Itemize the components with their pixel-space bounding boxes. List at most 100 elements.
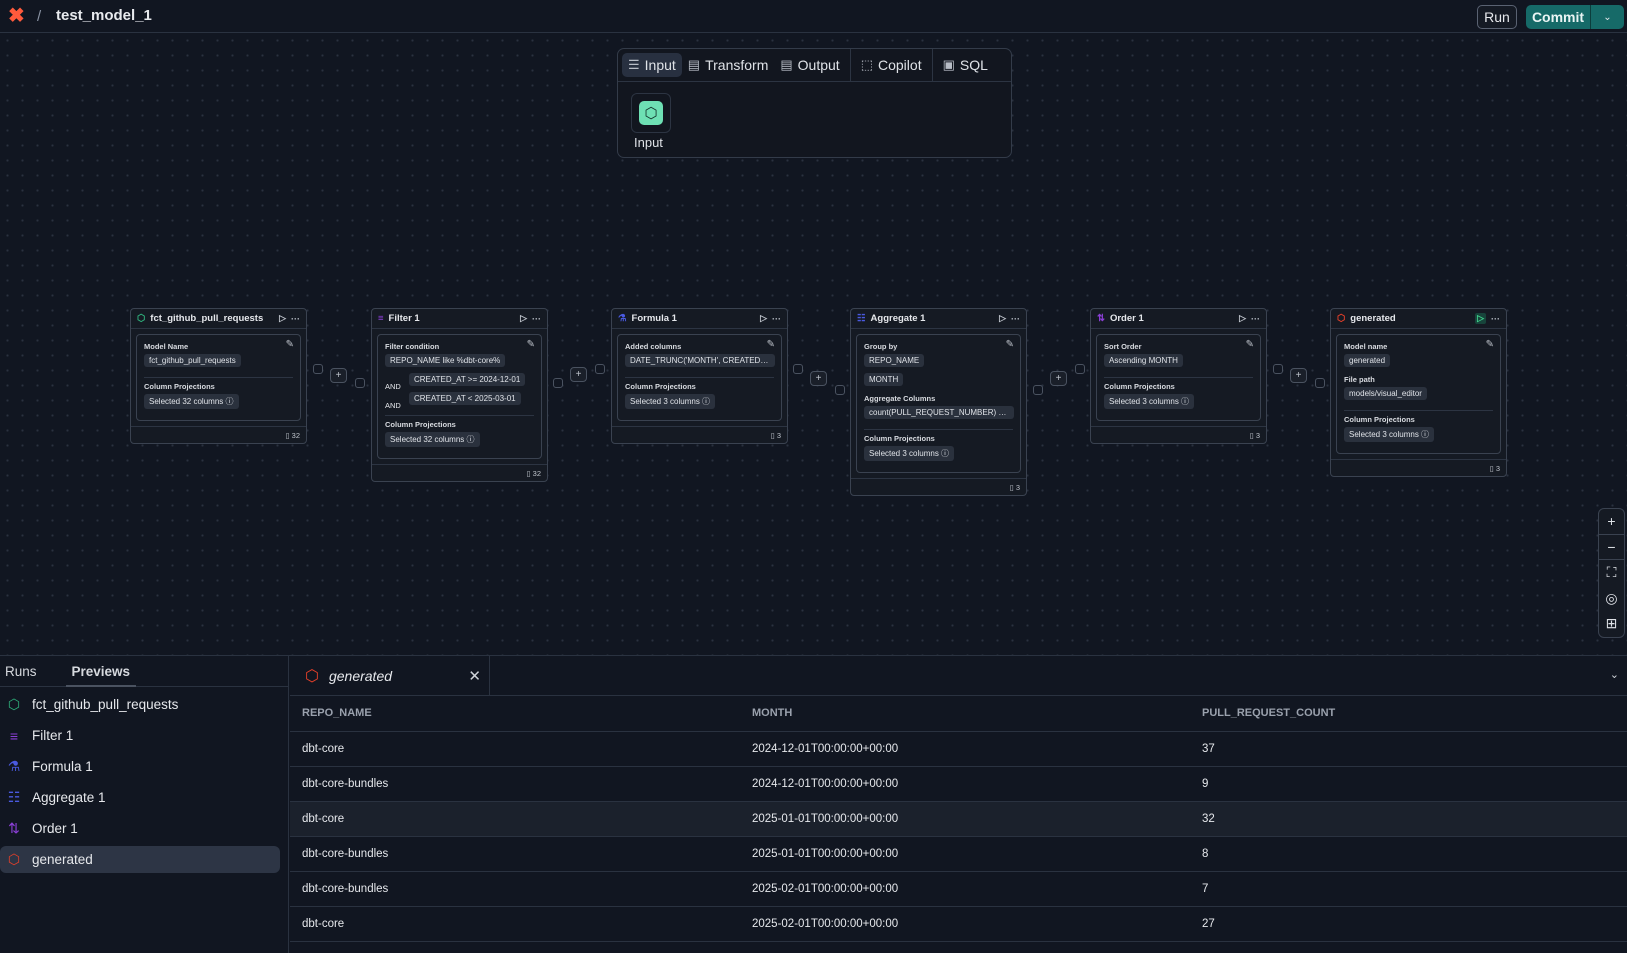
filter-icon: ≡	[9, 727, 19, 744]
table-cell: dbt-core-bundles	[290, 836, 740, 872]
column-projection-chip[interactable]: Selected 3 columns ⓘ	[1344, 427, 1435, 442]
node-title: Order 1	[1109, 313, 1144, 324]
chevron-down-icon[interactable]: ⌄	[1609, 669, 1619, 681]
tab-label: Output	[797, 57, 840, 73]
more-icon[interactable]: ···	[1491, 313, 1500, 324]
table-row[interactable]: dbt-core-bundles 2024-12-01T00:00:00+00:0…	[290, 766, 1627, 802]
node-fct-github-pull-requests[interactable]: ⬡ fct_github_pull_requests ▷ ··· ✎ Model Na…	[130, 308, 307, 444]
input-handle[interactable]	[1315, 378, 1325, 388]
input-handle[interactable]	[1075, 364, 1085, 374]
column-projection-chip[interactable]: Selected 32 columns ⓘ	[385, 432, 480, 447]
dbt-logo-icon[interactable]: ✖	[8, 5, 25, 27]
palette-item-input[interactable]: ⬡	[631, 93, 671, 133]
add-node-button[interactable]: +	[810, 371, 827, 386]
pencil-icon[interactable]: ✎	[766, 339, 775, 350]
play-icon[interactable]: ▷	[999, 313, 1006, 323]
pencil-icon[interactable]: ✎	[1485, 339, 1494, 350]
column-header[interactable]: REPO_NAME	[290, 696, 740, 732]
top-bar: ✖ / test_model_1 Run Commit ⌄	[0, 0, 1627, 33]
output-handle[interactable]	[313, 364, 323, 374]
more-icon[interactable]: ···	[1251, 313, 1260, 324]
preview-tab-generated[interactable]: ⬡ generated ✕	[290, 656, 490, 696]
node-formula-1[interactable]: ⚗ Formula 1 ▷ ··· ✎ Added columns DATE_TRUN…	[611, 308, 788, 444]
input-handle[interactable]	[835, 385, 845, 395]
play-icon[interactable]: ▷	[520, 313, 527, 323]
list-item[interactable]: ☷ Aggregate 1	[0, 784, 280, 811]
node-generated[interactable]: ⬡ generated ▷ ··· ✎ Model name generated Fi…	[1330, 308, 1507, 477]
sort-icon: ⇅	[8, 820, 20, 836]
item-label: generated	[32, 852, 93, 867]
list-item-selected[interactable]: ⬡ generated	[0, 846, 280, 873]
add-node-button[interactable]: +	[570, 367, 587, 382]
output-handle[interactable]	[1033, 385, 1043, 395]
palette-tab-input[interactable]: ☰ Input	[622, 53, 682, 77]
play-icon[interactable]: ▷	[279, 313, 286, 323]
column-header[interactable]: MONTH	[740, 696, 1190, 732]
input-handle[interactable]	[355, 378, 365, 388]
list-item[interactable]: ⇅ Order 1	[0, 815, 280, 842]
pencil-icon[interactable]: ✎	[1005, 339, 1014, 350]
table-row[interactable]: dbt-core-bundles 2025-01-01T00:00:00+00:0…	[290, 836, 1627, 872]
play-icon[interactable]: ▷	[1475, 313, 1486, 324]
list-item[interactable]: ⬡ fct_github_pull_requests	[0, 691, 280, 718]
list-item[interactable]: ≡ Filter 1	[0, 722, 280, 749]
table-cell: 2025-01-01T00:00:00+00:00	[740, 801, 1190, 837]
chevron-down-icon[interactable]: ⌄	[1603, 11, 1612, 23]
output-handle[interactable]	[1273, 364, 1283, 374]
tab-runs[interactable]: Runs	[5, 664, 37, 679]
output-handle[interactable]	[595, 364, 605, 374]
palette-tab-output[interactable]: ▤ Output	[774, 53, 845, 77]
palette-tab-transform[interactable]: ▤ Transform	[682, 53, 775, 77]
add-node-button[interactable]: +	[1050, 371, 1067, 386]
add-node-button[interactable]: +	[1290, 368, 1307, 383]
section-label: Column Projections	[625, 382, 696, 391]
palette-tab-copilot[interactable]: ⬚ Copilot	[855, 53, 928, 77]
tab-label: Transform	[705, 57, 769, 73]
section-label: Model name	[1344, 342, 1388, 351]
column-projection-chip[interactable]: Selected 3 columns ⓘ	[864, 446, 955, 461]
commit-button[interactable]: Commit	[1526, 5, 1591, 29]
more-icon[interactable]: ···	[291, 313, 300, 324]
column-header[interactable]: PULL_REQUEST_COUNT	[1190, 696, 1627, 732]
list-item[interactable]: ⚗ Formula 1	[0, 753, 280, 780]
table-row[interactable]: dbt-core 2025-02-01T00:00:00+00:00 27	[290, 906, 1627, 942]
section-label: Column Projections	[864, 434, 935, 443]
node-filter-1[interactable]: ≡ Filter 1 ▷ ··· ✎ Filter condition REPO_NA…	[371, 308, 548, 482]
zoom-in-icon[interactable]: +	[1599, 509, 1624, 535]
add-node-button[interactable]: +	[330, 368, 347, 383]
pencil-icon[interactable]: ✎	[285, 339, 294, 350]
table-row[interactable]: dbt-core 2024-12-01T00:00:00+00:00 37	[290, 731, 1627, 767]
more-icon[interactable]: ···	[772, 313, 781, 324]
filter-condition-chip: CREATED_AT >= 2024-12-01	[409, 373, 526, 386]
chip: DATE_TRUNC('MONTH', CREATED_AT...	[625, 354, 775, 367]
more-icon[interactable]: ···	[532, 313, 541, 324]
play-icon[interactable]: ▷	[760, 313, 767, 323]
grid-icon[interactable]: ⊞	[1605, 615, 1618, 632]
pencil-icon[interactable]: ✎	[1245, 339, 1254, 350]
column-projection-chip[interactable]: Selected 3 columns ⓘ	[625, 394, 716, 409]
palette-tab-sql[interactable]: ▣ SQL	[937, 53, 994, 77]
filter-condition-chip: REPO_NAME like %dbt-core%	[385, 354, 506, 367]
flask-icon: ⚗	[7, 758, 21, 774]
output-handle[interactable]	[793, 364, 803, 374]
table-row[interactable]: dbt-core-bundles 2025-02-01T00:00:00+00:0…	[290, 871, 1627, 907]
table-cell: 37	[1190, 731, 1627, 767]
close-icon[interactable]: ✕	[468, 668, 481, 685]
center-icon[interactable]: ◎	[1605, 589, 1618, 606]
node-order-1[interactable]: ⇅ Order 1 ▷ ··· ✎ Sort Order Ascending MONT…	[1090, 308, 1267, 444]
column-projection-chip[interactable]: Selected 3 columns ⓘ	[1104, 394, 1195, 409]
tab-previews[interactable]: Previews	[65, 656, 137, 687]
play-icon[interactable]: ▷	[1239, 313, 1246, 323]
pencil-icon[interactable]: ✎	[526, 339, 535, 350]
input-handle[interactable]	[553, 378, 563, 388]
run-button[interactable]: Run	[1477, 5, 1517, 29]
node-palette: ☰ Input ▤ Transform ▤ Output ⬚ Copilot ▣ SQL …	[617, 48, 1012, 158]
zoom-out-icon[interactable]: −	[1599, 535, 1624, 561]
bottom-panel: Runs Previews ⬡ fct_github_pull_requests …	[0, 655, 1627, 953]
fit-view-icon[interactable]: ⛶	[1606, 563, 1617, 580]
column-projection-chip[interactable]: Selected 32 columns ⓘ	[144, 394, 239, 409]
table-row[interactable]: dbt-core 2025-01-01T00:00:00+00:00 32	[290, 801, 1627, 837]
table-cell: 9	[1190, 766, 1627, 802]
node-aggregate-1[interactable]: ☷ Aggregate 1 ▷ ··· ✎ Group by REPO_NAME MO…	[850, 308, 1027, 496]
more-icon[interactable]: ···	[1011, 313, 1020, 324]
